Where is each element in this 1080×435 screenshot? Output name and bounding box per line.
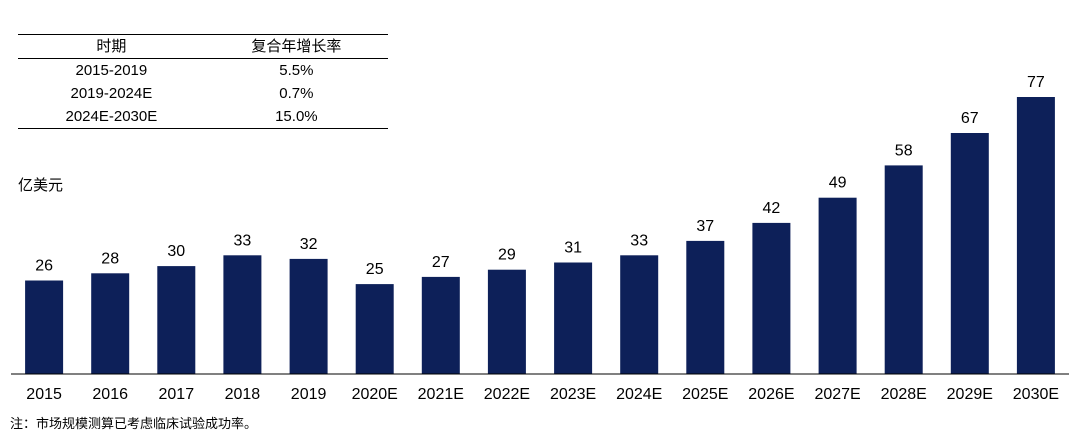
bar	[884, 165, 923, 374]
cagr-cell: 5.5%	[279, 62, 314, 79]
data-label: 32	[300, 236, 318, 253]
table-row: 2024E-2030E 15.0%	[18, 105, 388, 129]
bar	[487, 269, 526, 374]
x-tick-label: 2020E	[352, 386, 398, 403]
bar	[355, 284, 394, 374]
table-row: 2019-2024E 0.7%	[18, 82, 388, 105]
bar	[752, 222, 791, 374]
bar	[289, 258, 328, 374]
x-tick-label: 2016	[92, 386, 128, 403]
bar	[157, 266, 196, 374]
data-label: 28	[101, 250, 119, 267]
data-label: 37	[696, 218, 714, 235]
x-tick-label: 2023E	[550, 386, 596, 403]
x-tick-label: 2029E	[947, 386, 993, 403]
x-tick-label: 2017	[159, 386, 195, 403]
data-label: 33	[630, 232, 648, 249]
data-label: 77	[1027, 74, 1045, 91]
x-tick-label: 2019	[291, 386, 327, 403]
data-label: 26	[35, 258, 53, 275]
data-label: 30	[167, 243, 185, 260]
footnote: 注：市场规模测算已考虑临床试验成功率。	[10, 416, 258, 431]
bar	[25, 280, 64, 374]
cagr-cell: 0.7%	[279, 85, 314, 102]
data-label: 58	[895, 142, 913, 159]
x-tick-label: 2018	[225, 386, 261, 403]
data-label: 29	[498, 247, 516, 264]
x-tick-label: 2028E	[881, 386, 927, 403]
bar	[554, 262, 593, 374]
x-tick-label: 2030E	[1013, 386, 1059, 403]
header-cagr: 复合年增长率	[204, 34, 388, 59]
unit-label: 亿美元	[18, 177, 64, 194]
period-cell: 2019-2024E	[70, 85, 153, 102]
data-label: 67	[961, 110, 979, 127]
period-cell: 2024E-2030E	[18, 105, 205, 129]
bar	[223, 255, 262, 374]
bar	[950, 133, 989, 374]
header-period: 时期	[18, 34, 205, 59]
bar	[620, 255, 659, 374]
cagr-table: 时期 复合年增长率 2015-2019 5.5% 2019-2024E 0.7%…	[18, 34, 388, 129]
bar	[686, 240, 725, 374]
bar	[91, 273, 130, 374]
x-tick-label: 2015	[26, 386, 62, 403]
data-label: 42	[763, 200, 781, 217]
x-tick-label: 2026E	[748, 386, 794, 403]
x-tick-label: 2022E	[484, 386, 530, 403]
cagr-table-header-row: 时期 复合年增长率	[18, 34, 388, 59]
table-row: 2015-2019 5.5%	[18, 59, 388, 83]
x-tick-label: 2027E	[814, 386, 860, 403]
data-label: 31	[564, 240, 582, 257]
x-tick-label: 2024E	[616, 386, 662, 403]
data-label: 33	[234, 232, 252, 249]
cagr-cell: 15.0%	[204, 105, 388, 129]
data-label: 27	[432, 254, 450, 271]
bar	[818, 197, 857, 374]
bar	[421, 276, 460, 374]
period-cell: 2015-2019	[75, 62, 148, 79]
x-tick-label: 2025E	[682, 386, 728, 403]
data-label: 25	[366, 261, 384, 278]
bar	[1016, 97, 1055, 374]
x-tick-label: 2021E	[418, 386, 464, 403]
data-label: 49	[829, 175, 847, 192]
